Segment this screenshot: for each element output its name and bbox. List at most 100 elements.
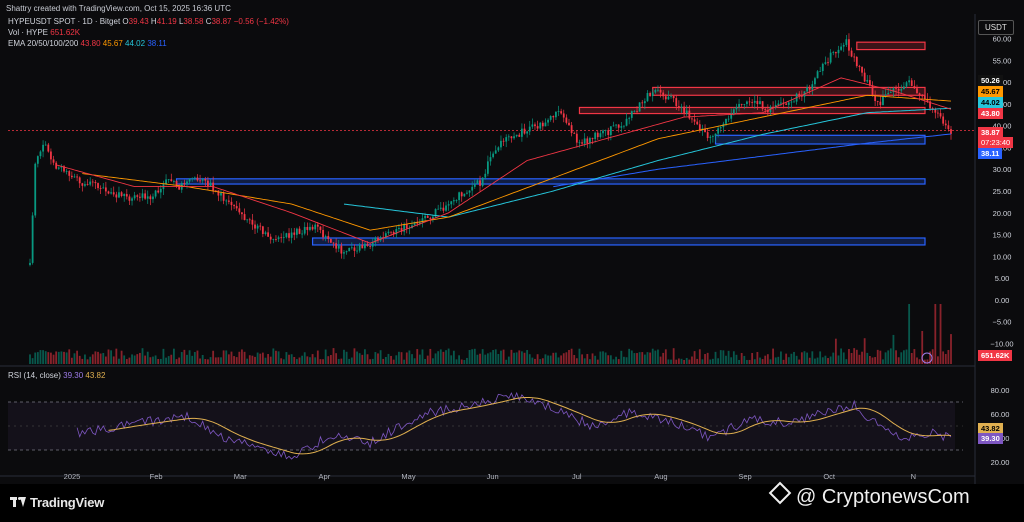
volume-bar — [272, 348, 275, 364]
time-tick-10: N — [911, 472, 916, 481]
symbol-name: HYPEUSDT SPOT · 1D · Bitget — [8, 17, 121, 26]
candle-body — [107, 191, 110, 194]
volume-bar — [418, 354, 421, 364]
volume-bar — [766, 354, 769, 364]
volume-bar — [722, 350, 725, 364]
candle-body — [777, 103, 780, 105]
volume-bar — [944, 354, 947, 364]
candle-body — [366, 243, 369, 246]
candle-body — [840, 46, 843, 50]
candle-body — [34, 163, 37, 216]
volume-bar — [421, 349, 424, 364]
candle-body — [207, 180, 209, 187]
candle-body — [235, 206, 238, 209]
candle-body — [31, 215, 34, 263]
volume-bar — [450, 355, 453, 364]
volume-bar — [70, 357, 73, 364]
volume-bar — [311, 354, 314, 364]
volume-bar — [31, 358, 34, 364]
rsi-value: 39.30 — [63, 371, 84, 380]
volume-bar — [364, 349, 366, 364]
volume-bar — [494, 349, 497, 364]
volume-bar — [633, 353, 636, 364]
volume-bar — [47, 352, 50, 364]
candle-body — [144, 193, 147, 199]
candle-body — [329, 238, 332, 243]
currency-button[interactable]: USDT — [978, 20, 1014, 35]
volume-bar — [806, 352, 808, 364]
chart-canvas[interactable]: 60.0055.0050.0045.0040.0035.0030.0025.00… — [0, 0, 1024, 484]
ema-legend[interactable]: EMA 20/50/100/200 43.80 45.67 44.02 38.1… — [8, 39, 167, 48]
volume-bar — [643, 354, 646, 364]
symbol-legend[interactable]: HYPEUSDT SPOT · 1D · Bitget O39.43 H41.1… — [8, 17, 289, 26]
volume-bar — [256, 352, 259, 364]
volume-bar — [591, 353, 594, 364]
candle-body — [78, 177, 81, 184]
rsi-legend[interactable]: RSI (14, close) 39.30 43.82 — [8, 371, 105, 380]
candle-body — [157, 190, 160, 193]
ema200-value: 38.11 — [147, 39, 167, 48]
candle-body — [324, 235, 327, 238]
volume-bar — [732, 351, 735, 364]
tag-last-price: 38.87 — [978, 127, 1003, 138]
volume-bar — [573, 354, 576, 364]
tag-rsi: 39.30 — [978, 433, 1003, 444]
volume-bar — [837, 355, 840, 364]
candle-body — [350, 247, 353, 249]
candle-body — [562, 113, 565, 118]
candle-body — [125, 194, 128, 197]
volume-bar — [819, 351, 822, 364]
candle-body — [905, 82, 908, 87]
candle-body — [740, 103, 743, 105]
candle-body — [913, 85, 916, 89]
volume-bar — [887, 350, 890, 364]
volume-bar — [118, 358, 120, 364]
volume-bar — [136, 354, 139, 364]
candle-body — [285, 233, 288, 238]
tag-ema200: 38.11 — [978, 148, 1003, 159]
volume-bar — [295, 359, 298, 364]
tradingview-logo[interactable]: TradingView — [10, 495, 104, 510]
candle-body — [439, 207, 442, 209]
volume-bar — [144, 355, 147, 364]
volume-legend[interactable]: Vol · HYPE 651.62K — [8, 28, 80, 37]
volume-bar — [897, 357, 900, 364]
volume-bar — [756, 351, 759, 364]
candle-body — [353, 247, 356, 251]
volume-bar — [764, 355, 767, 364]
candle-body — [442, 207, 445, 211]
volume-bar — [387, 353, 390, 364]
candle-body — [173, 180, 175, 182]
candle-body — [152, 196, 154, 200]
candle-body — [717, 128, 720, 134]
candle-body — [306, 226, 309, 230]
candle-body — [790, 101, 793, 103]
price-tick-1: 55.00 — [993, 56, 1012, 65]
candle-body — [594, 132, 597, 139]
candle-body — [560, 111, 563, 114]
candle-body — [829, 52, 832, 63]
volume-bar — [510, 349, 513, 364]
candle-body — [937, 112, 939, 114]
volume-bar — [91, 354, 94, 364]
volume-bar — [29, 354, 31, 364]
candle-body — [557, 111, 560, 112]
volume-bar — [68, 349, 71, 364]
candle-body — [364, 243, 366, 249]
candle-body — [369, 245, 372, 247]
candle-body — [434, 209, 437, 217]
volume-bar — [712, 358, 714, 364]
volume-bar — [628, 348, 631, 364]
volume-bar — [827, 358, 829, 364]
candle-body — [466, 192, 468, 194]
volume-bar — [612, 359, 615, 364]
volume-bar — [86, 359, 89, 364]
volume-bar — [476, 354, 479, 364]
volume-bar — [777, 356, 780, 364]
volume-bar — [811, 351, 814, 364]
volume-bar — [562, 353, 565, 364]
volume-bar — [675, 359, 678, 364]
candle-body — [712, 136, 714, 137]
candle-body — [138, 196, 141, 198]
candle-body — [256, 225, 259, 229]
